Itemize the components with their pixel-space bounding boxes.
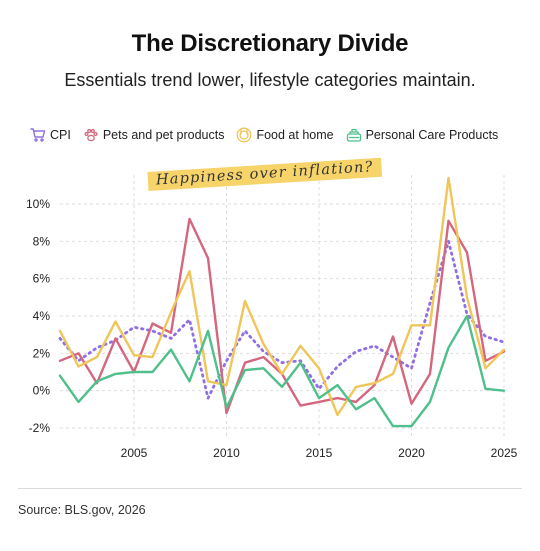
source-note: Source: BLS.gov, 2026 (18, 503, 146, 517)
series-line-food-at-home (58, 176, 506, 417)
y-tick-label: -2% (29, 421, 51, 435)
legend-item-food: Food at home (236, 127, 334, 143)
legend: CPI Pets and pet products Food at home P… (30, 124, 498, 146)
legend-item-personal-care: Personal Care Products (346, 127, 499, 143)
y-tick-label: 8% (33, 234, 51, 248)
legend-label: CPI (50, 128, 71, 142)
chart-title: The Discretionary Divide (131, 30, 409, 57)
y-tick-label: 10% (26, 197, 50, 211)
y-axis: -2% 0% 2% 4% 6% 8% 10% (26, 197, 50, 435)
series-lines (58, 176, 506, 428)
footer-divider (18, 488, 522, 489)
x-tick-label: 2015 (306, 446, 333, 460)
legend-label: Personal Care Products (365, 128, 499, 142)
x-axis: 2005 2010 2015 2020 2025 (121, 446, 518, 460)
paw-icon (83, 127, 99, 143)
line-chart: -2% 0% 2% 4% 6% 8% 10% 2005 2010 2015 2020 2025 (26, 175, 518, 460)
legend-item-pets: Pets and pet products (83, 127, 225, 143)
soap-icon (346, 127, 362, 143)
shopping-cart-icon (30, 127, 46, 143)
x-tick-label: 2020 (398, 446, 425, 460)
y-tick-label: 0% (33, 384, 51, 398)
y-tick-label: 6% (33, 272, 51, 286)
legend-item-cpi: CPI (30, 127, 71, 143)
plate-icon (236, 127, 252, 143)
legend-label: Food at home (256, 128, 334, 142)
x-tick-label: 2025 (491, 446, 518, 460)
series-line-personal-care-products (58, 314, 506, 428)
series-line-cpi (58, 239, 506, 400)
x-tick-label: 2005 (121, 446, 148, 460)
y-tick-label: 2% (33, 346, 51, 360)
x-tick-label: 2010 (213, 446, 240, 460)
legend-label: Pets and pet products (102, 128, 225, 142)
chart-subtitle: Essentials trend lower, lifestyle catego… (64, 70, 476, 90)
y-tick-label: 4% (33, 309, 51, 323)
